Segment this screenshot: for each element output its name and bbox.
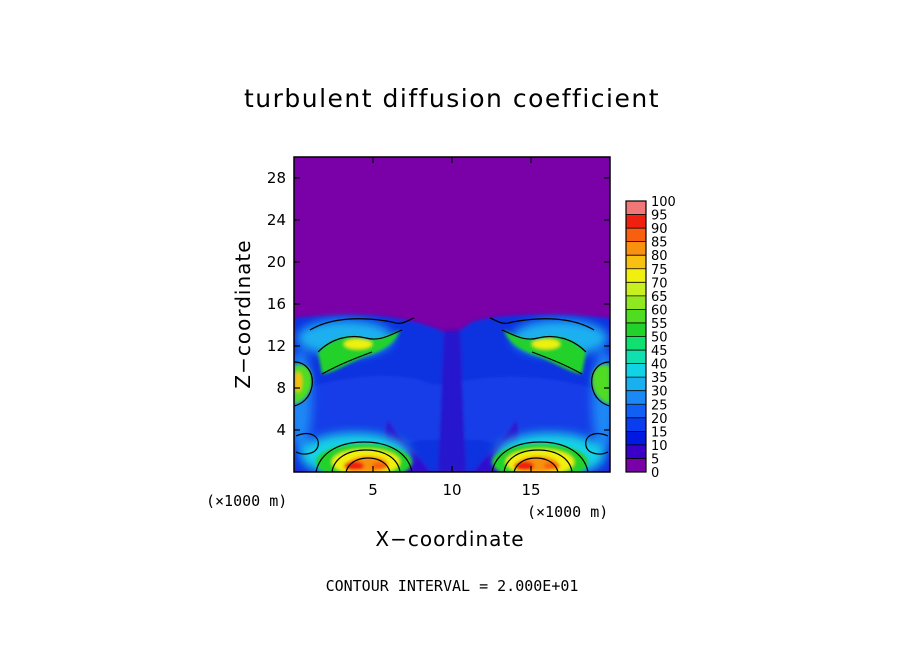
colorbar-swatch: [626, 268, 646, 283]
colorbar-label: 85: [651, 236, 668, 251]
colorbar: 0510152025303540455055606570758085909510…: [625, 195, 676, 481]
bottom-left-red: [344, 461, 364, 471]
x-tick-label: 10: [442, 481, 461, 499]
contour-left-edge: [294, 361, 313, 407]
contour-upper-right-2: [501, 329, 587, 353]
colorbar-label: 10: [651, 439, 668, 454]
contour-bottom-left: [315, 441, 413, 472]
colorbar-label: 80: [651, 249, 668, 264]
y-tick-label: 8: [276, 379, 286, 397]
contour-bottom-left-3: [345, 457, 391, 472]
upper-right-green: [504, 330, 586, 374]
contour-right-edge: [591, 361, 610, 407]
colorbar-swatch: [626, 431, 646, 446]
contour-lower-right-blob: [585, 433, 609, 455]
colorbar-swatch: [626, 295, 646, 310]
colorbar-swatch: [626, 336, 646, 351]
contour-bottom-right-2: [503, 449, 573, 472]
colorbar-swatch: [626, 458, 646, 473]
x-unit-label: (×1000 m): [527, 503, 609, 521]
y-tick-label: 16: [267, 295, 286, 313]
contour-upper-left-2: [317, 329, 403, 353]
colorbar-swatch: [626, 444, 646, 459]
colorbar-label: 75: [651, 263, 668, 278]
colorbar-swatch: [626, 390, 646, 405]
colorbar-label: 65: [651, 290, 668, 305]
contour-lower-left-blob: [295, 433, 319, 455]
right-edge-green: [592, 364, 610, 404]
left-edge-yellow: [294, 372, 302, 392]
y-axis-label: Z−coordinate: [231, 239, 255, 389]
upper-left-yellow: [344, 339, 372, 349]
colorbar-label: 40: [651, 358, 668, 373]
colorbar-label: 55: [651, 317, 668, 332]
colorbar-label: 100: [651, 195, 676, 210]
chart-title: turbulent diffusion coefficient: [243, 84, 661, 113]
upper-right-yellow: [532, 339, 560, 349]
colorbar-label: 30: [651, 385, 668, 400]
x-tick-label: 5: [368, 481, 378, 499]
colorbar-swatch: [626, 309, 646, 324]
colorbar-label: 95: [651, 209, 668, 224]
colorbar-label: 45: [651, 344, 668, 359]
colorbar-label: 90: [651, 222, 668, 237]
colorbar-label: 0: [651, 466, 659, 481]
bottom-left-red-2: [372, 462, 388, 470]
x-axis-label: X−coordinate: [375, 527, 525, 551]
colorbar-swatch: [626, 241, 646, 256]
colorbar-swatch: [626, 417, 646, 432]
contour-upper-left-3: [321, 351, 373, 375]
contour-lines: [294, 317, 610, 472]
contour-bottom-right: [491, 441, 589, 472]
colorbar-swatch: [626, 377, 646, 392]
colorbar-label: 5: [651, 452, 659, 467]
y-tick-label: 12: [267, 337, 286, 355]
y-tick-label: 24: [267, 211, 286, 229]
colorbar-swatch: [626, 322, 646, 337]
colorbar-swatch: [626, 350, 646, 365]
colorbar-label: 50: [651, 331, 668, 346]
contour-upper-right: [489, 317, 595, 331]
heatmap-field: [294, 157, 610, 472]
contour-interval-label: CONTOUR INTERVAL = 2.000E+01: [325, 577, 579, 595]
y-tick-label: 20: [267, 253, 286, 271]
colorbar-label: 60: [651, 303, 668, 318]
colorbar-swatch: [626, 255, 646, 270]
colorbar-swatch: [626, 201, 646, 216]
colorbar-label: 15: [651, 425, 668, 440]
contour-upper-right-3: [531, 351, 583, 375]
colorbar-swatch: [626, 214, 646, 229]
colorbar-swatch: [626, 363, 646, 378]
contour-upper-left: [309, 317, 415, 331]
contour-bottom-left-2: [331, 449, 401, 472]
colorbar-swatch: [626, 404, 646, 419]
colorbar-label: 25: [651, 398, 668, 413]
x-tick-label: 15: [521, 481, 540, 499]
upper-left-green: [318, 330, 400, 374]
colorbar-swatch: [626, 228, 646, 243]
colorbar-label: 35: [651, 371, 668, 386]
axis-ticks: 5 10 15 4 8 12 16 20 24 28: [267, 157, 610, 499]
contour-bottom-right-3: [513, 457, 559, 472]
y-tick-label: 28: [267, 169, 286, 187]
y-unit-label: (×1000 m): [206, 492, 288, 510]
y-tick-label: 4: [276, 421, 286, 439]
colorbar-swatch: [626, 282, 646, 297]
colorbar-label: 20: [651, 412, 668, 427]
central-column: [438, 330, 466, 472]
colorbar-label: 70: [651, 276, 668, 291]
